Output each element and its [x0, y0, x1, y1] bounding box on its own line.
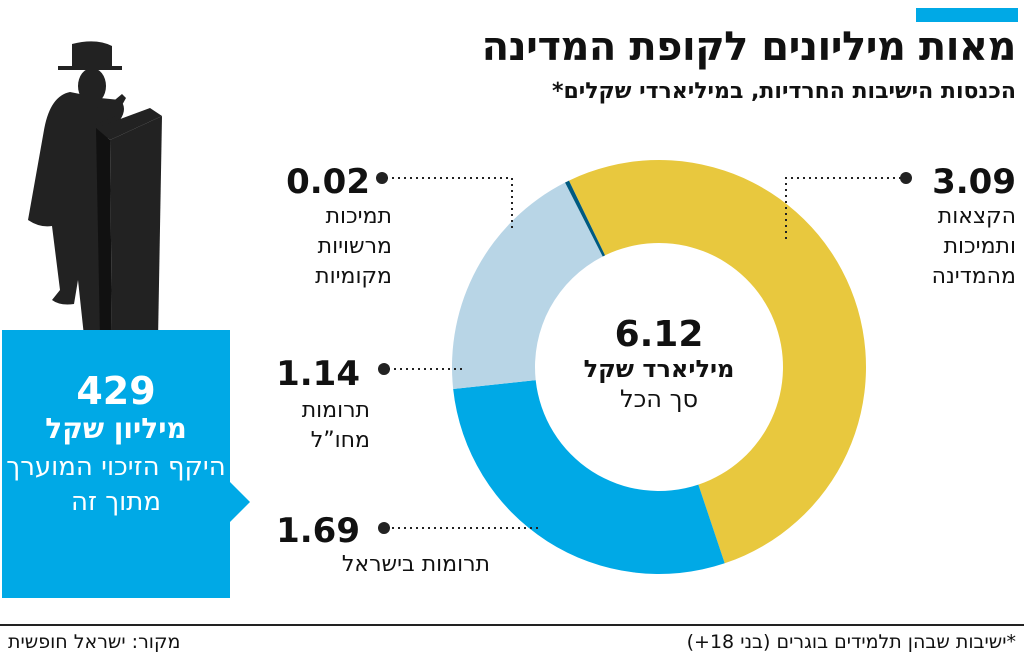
- page-subtitle: הכנסות הישיבות החרדיות, במיליארדי שקלים*: [551, 79, 1016, 104]
- footnote: *ישיבות שבהן תלמידים בוגרים (בני 18+): [686, 631, 1016, 653]
- leader-local: [382, 177, 513, 228]
- slice-value-local: 0.02: [286, 162, 370, 202]
- callout-text: 429 מיליון שקל היקף הזיכוי המוערך מתוך ז…: [2, 370, 230, 520]
- page-title: מאות מיליונים לקופת המדינה: [481, 24, 1017, 70]
- total-value: 6.12: [614, 314, 704, 355]
- callout-unit: מיליון שקל: [45, 412, 187, 445]
- callout-pointer: [228, 480, 250, 524]
- footer-divider: [0, 624, 1024, 626]
- leader-state: [785, 177, 906, 239]
- leader-state-dot: [900, 172, 912, 184]
- accent-bar: [916, 8, 1018, 22]
- slice-value-abroad: 1.14: [276, 354, 360, 394]
- callout-value: 429: [76, 369, 156, 413]
- slice-value-state: 3.09: [932, 162, 1016, 202]
- slice-israel: [453, 380, 725, 574]
- total-unit: מיליארד שקל: [583, 355, 735, 383]
- man-at-lectern-illustration: [28, 41, 162, 345]
- slice-abroad: [452, 182, 603, 389]
- callout-description: היקף הזיכוי המוערך מתוך זה: [6, 452, 226, 517]
- leader-israel-dot: [378, 522, 390, 534]
- leader-abroad-dot: [378, 363, 390, 375]
- slice-state: [568, 159, 867, 564]
- leader-local-dot: [376, 172, 388, 184]
- donut-center-total: 6.12 מיליארד שקל סך הכל: [555, 316, 763, 414]
- slice-label-israel: תרומות בישראל: [341, 552, 490, 577]
- source-credit: מקור: ישראל חופשית: [8, 631, 181, 653]
- slice-label-state: הקצאות ותמיכות מהמדינה: [931, 204, 1016, 289]
- slice-value-israel: 1.69: [276, 511, 360, 551]
- slice-label-local: תמיכות מרשויות מקומיות: [315, 204, 392, 289]
- slice-local: [565, 180, 606, 257]
- callout-box: [2, 330, 230, 598]
- total-label: סך הכל: [619, 385, 699, 413]
- slice-label-abroad: תרומות מחו”ל: [301, 398, 370, 453]
